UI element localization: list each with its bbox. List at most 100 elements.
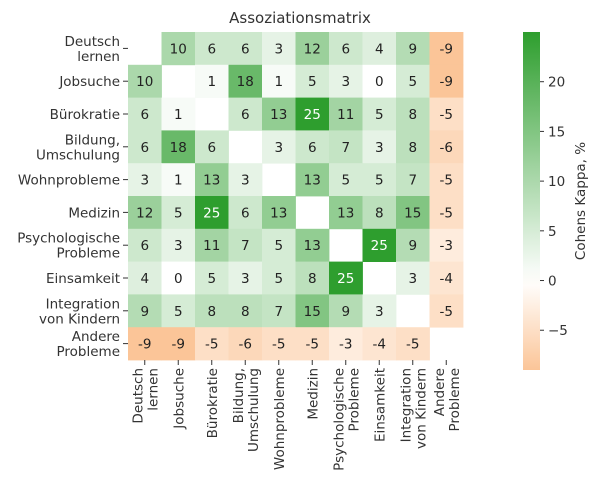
- heatmap-cell: [228, 261, 263, 295]
- cell-value-label: 13: [203, 173, 220, 189]
- row-label: Wohnprobleme: [18, 173, 120, 189]
- column-label-group: AndereProbleme: [432, 368, 463, 432]
- heatmap-cell: [262, 97, 296, 131]
- heatmap-cell: [295, 327, 330, 361]
- cell-value-label: 25: [371, 238, 388, 254]
- cell-value-label: -9: [172, 337, 185, 353]
- heatmap-cell: [429, 32, 464, 66]
- heatmap-cell: [228, 294, 263, 328]
- cell-value-label: 18: [170, 140, 187, 156]
- cell-value-label: -3: [440, 238, 453, 254]
- heatmap-cell: [128, 294, 162, 328]
- cell-value-label: 25: [337, 271, 354, 287]
- cell-value-label: 5: [341, 173, 350, 189]
- column-label: Integrationvon Kindern: [398, 368, 429, 449]
- heatmap-cell: [329, 261, 363, 295]
- heatmap-cell: [228, 163, 263, 197]
- cell-value-label: 5: [207, 271, 216, 287]
- cell-value-label: -5: [440, 107, 453, 123]
- cell-value-label: -5: [272, 337, 285, 353]
- heatmap-cell: [362, 327, 397, 361]
- chart-title: Assoziationsmatrix: [229, 9, 371, 27]
- column-label: Bürokratie: [205, 368, 221, 438]
- cell-value-label: 3: [274, 140, 283, 156]
- heatmap-cell: [429, 228, 464, 262]
- heatmap-cell: [295, 163, 330, 197]
- heatmap-cell: [362, 294, 397, 328]
- cell-value-label: 3: [140, 173, 149, 189]
- column-label: Wohnprobleme: [272, 368, 288, 470]
- heatmap-cell: [161, 97, 196, 131]
- row-label: Einsamkeit: [46, 271, 120, 287]
- cell-value-label: 12: [136, 205, 153, 221]
- cell-value-label: 13: [270, 107, 287, 123]
- cell-value-label: -5: [440, 304, 453, 320]
- cell-value-label: 9: [408, 41, 417, 57]
- cell-value-label: 13: [304, 173, 321, 189]
- cell-value-label: 5: [274, 271, 283, 287]
- heatmap-cell: [396, 97, 430, 131]
- cell-value-label: 7: [241, 238, 250, 254]
- cell-value-label: 5: [375, 107, 384, 123]
- row-label: Bildung, Umschulung: [36, 132, 120, 163]
- heatmap-cell: [396, 196, 430, 230]
- cell-value-label: 4: [140, 271, 149, 287]
- heatmap-cell: [362, 130, 397, 164]
- row-label: Psychologische Probleme: [17, 231, 120, 262]
- cell-value-label: 13: [270, 205, 287, 221]
- heatmap-cell: [295, 97, 330, 131]
- cell-value-label: 6: [207, 140, 216, 156]
- cell-value-label: -5: [406, 337, 419, 353]
- cell-value-label: 3: [241, 173, 250, 189]
- column-label-group: Integrationvon Kindern: [398, 368, 429, 449]
- heatmap-cell: [429, 261, 464, 295]
- heatmap-cell: [429, 163, 464, 197]
- cell-value-label: 3: [408, 271, 417, 287]
- heatmap-cell: [228, 327, 263, 361]
- cell-value-label: 15: [404, 205, 421, 221]
- heatmap-cell: [128, 327, 162, 361]
- cell-value-label: 5: [174, 205, 183, 221]
- heatmap-cell: [228, 196, 263, 230]
- heatmap-cell: [195, 196, 229, 230]
- colorbar-tick-label: 15: [548, 124, 565, 140]
- heatmap-cell: [329, 294, 363, 328]
- cell-value-label: 3: [375, 140, 384, 156]
- heatmap-cell: [262, 261, 296, 295]
- colorbar: −5 0 5 10 15 20 Cohens Kappa, %: [523, 32, 589, 370]
- cell-value-label: 6: [241, 205, 250, 221]
- heatmap-cell: [195, 327, 229, 361]
- heatmap-cell: [295, 294, 330, 328]
- heatmap-cell: [195, 130, 229, 164]
- heatmap-cell: [195, 228, 229, 262]
- heatmap-cells: 10 6 6 3 12 6 4 9 -910 1 18 1 5 3 0 5 -96 1 6 13 25 11 5 8 -56 18…: [128, 32, 464, 361]
- cell-value-label: 1: [274, 74, 283, 90]
- cell-value-label: 8: [408, 107, 417, 123]
- heatmap-cell: [329, 130, 363, 164]
- column-label: Deutschlernen: [130, 368, 161, 424]
- heatmap-cell: [161, 196, 196, 230]
- cell-value-label: 10: [170, 41, 187, 57]
- cell-value-label: 3: [375, 304, 384, 320]
- column-label-group: Bildung,Umschulung: [231, 368, 262, 452]
- row-label: Jobsuche: [58, 74, 120, 90]
- heatmap-cell: [128, 163, 162, 197]
- cell-value-label: -5: [440, 173, 453, 189]
- cell-value-label: 7: [341, 140, 350, 156]
- column-label: Jobsuche: [171, 368, 187, 430]
- cell-value-label: 10: [136, 74, 153, 90]
- column-label-group: Bürokratie: [205, 368, 221, 438]
- cell-value-label: 9: [140, 304, 149, 320]
- cell-value-label: 11: [203, 238, 220, 254]
- column-label-group: Wohnprobleme: [272, 368, 288, 470]
- heatmap-cell: [362, 64, 397, 98]
- heatmap-cell: [362, 196, 397, 230]
- column-label: Bildung,Umschulung: [231, 368, 262, 452]
- colorbar-tick-label: 5: [548, 224, 557, 240]
- cell-value-label: -9: [440, 41, 453, 57]
- heatmap-cell: [329, 327, 363, 361]
- cell-value-label: 1: [207, 74, 216, 90]
- cell-value-label: 8: [375, 205, 384, 221]
- row-label: Bürokratie: [50, 107, 120, 123]
